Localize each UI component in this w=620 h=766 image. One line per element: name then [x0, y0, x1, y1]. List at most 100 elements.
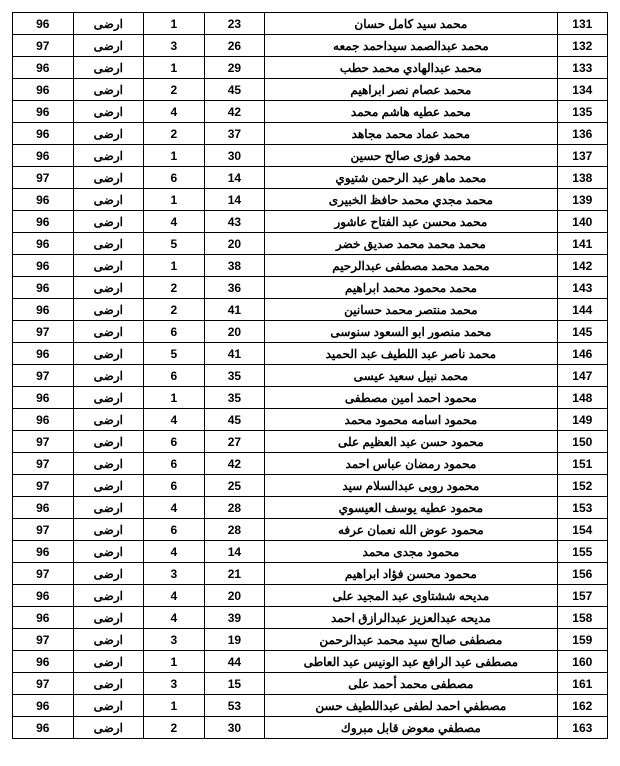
- table-row: 131محمد سيد كامل حسان231ارضى96: [13, 13, 608, 35]
- cell-v2: 6: [144, 431, 205, 453]
- cell-index: 137: [557, 145, 607, 167]
- cell-v2: 3: [144, 35, 205, 57]
- cell-v2: 4: [144, 497, 205, 519]
- cell-v3: 97: [13, 475, 74, 497]
- cell-name: مصطفي معوض قابل مبروك: [265, 717, 557, 739]
- cell-index: 138: [557, 167, 607, 189]
- cell-floor: ارضى: [73, 497, 144, 519]
- cell-name: محمد محمد محمد صديق خضر: [265, 233, 557, 255]
- cell-v1: 14: [204, 189, 265, 211]
- cell-index: 144: [557, 299, 607, 321]
- table-row: 153محمود عطيه يوسف العيسوي284ارضى96: [13, 497, 608, 519]
- cell-index: 156: [557, 563, 607, 585]
- cell-floor: ارضى: [73, 475, 144, 497]
- cell-v3: 96: [13, 409, 74, 431]
- cell-v2: 1: [144, 255, 205, 277]
- cell-v2: 1: [144, 651, 205, 673]
- cell-index: 131: [557, 13, 607, 35]
- cell-v1: 23: [204, 13, 265, 35]
- cell-v2: 3: [144, 673, 205, 695]
- cell-v1: 35: [204, 365, 265, 387]
- cell-floor: ارضى: [73, 695, 144, 717]
- cell-floor: ارضى: [73, 145, 144, 167]
- cell-floor: ارضى: [73, 563, 144, 585]
- cell-v3: 96: [13, 101, 74, 123]
- table-row: 148محمود احمد امين مصطفى351ارضى96: [13, 387, 608, 409]
- cell-name: محمد منصور ابو السعود سنوسى: [265, 321, 557, 343]
- cell-v3: 96: [13, 123, 74, 145]
- cell-v2: 1: [144, 189, 205, 211]
- cell-v3: 96: [13, 585, 74, 607]
- cell-floor: ارضى: [73, 277, 144, 299]
- table-row: 155محمود مجدى محمد144ارضى96: [13, 541, 608, 563]
- table-row: 152محمود روبى عبدالسلام سيد256ارضى97: [13, 475, 608, 497]
- cell-index: 135: [557, 101, 607, 123]
- cell-v1: 42: [204, 453, 265, 475]
- cell-v2: 3: [144, 563, 205, 585]
- cell-index: 159: [557, 629, 607, 651]
- cell-floor: ارضى: [73, 365, 144, 387]
- cell-index: 141: [557, 233, 607, 255]
- cell-v3: 97: [13, 365, 74, 387]
- cell-v3: 97: [13, 167, 74, 189]
- cell-name: مديحه عبدالعزيز عبدالرازق احمد: [265, 607, 557, 629]
- cell-floor: ارضى: [73, 299, 144, 321]
- cell-v1: 20: [204, 585, 265, 607]
- cell-name: محمود اسامه محمود محمد: [265, 409, 557, 431]
- cell-v1: 38: [204, 255, 265, 277]
- cell-floor: ارضى: [73, 321, 144, 343]
- cell-v2: 6: [144, 321, 205, 343]
- cell-v3: 96: [13, 607, 74, 629]
- cell-name: محمد نبيل سعيد عيسى: [265, 365, 557, 387]
- table-row: 160مصطفى عبد الرافع عبد الونيس عبد العاط…: [13, 651, 608, 673]
- cell-v3: 97: [13, 629, 74, 651]
- cell-name: محمود روبى عبدالسلام سيد: [265, 475, 557, 497]
- cell-floor: ارضى: [73, 585, 144, 607]
- cell-v3: 97: [13, 519, 74, 541]
- table-row: 157مديحه ششتاوى عبد المجيد على204ارضى96: [13, 585, 608, 607]
- cell-v1: 21: [204, 563, 265, 585]
- cell-v3: 96: [13, 497, 74, 519]
- cell-v1: 26: [204, 35, 265, 57]
- cell-index: 133: [557, 57, 607, 79]
- cell-v2: 5: [144, 343, 205, 365]
- cell-index: 132: [557, 35, 607, 57]
- cell-floor: ارضى: [73, 123, 144, 145]
- cell-name: محمود حسن عبد العظيم على: [265, 431, 557, 453]
- cell-v3: 96: [13, 189, 74, 211]
- cell-floor: ارضى: [73, 13, 144, 35]
- cell-index: 152: [557, 475, 607, 497]
- cell-index: 145: [557, 321, 607, 343]
- cell-v3: 96: [13, 13, 74, 35]
- cell-v3: 96: [13, 57, 74, 79]
- cell-v2: 1: [144, 57, 205, 79]
- cell-v2: 2: [144, 123, 205, 145]
- cell-v1: 35: [204, 387, 265, 409]
- table-row: 140محمد محسن عبد الفتاح عاشور434ارضى96: [13, 211, 608, 233]
- cell-index: 142: [557, 255, 607, 277]
- cell-v2: 6: [144, 453, 205, 475]
- cell-index: 162: [557, 695, 607, 717]
- cell-floor: ارضى: [73, 57, 144, 79]
- cell-v1: 43: [204, 211, 265, 233]
- cell-index: 146: [557, 343, 607, 365]
- cell-v2: 2: [144, 277, 205, 299]
- cell-v2: 6: [144, 167, 205, 189]
- cell-v2: 1: [144, 13, 205, 35]
- cell-index: 157: [557, 585, 607, 607]
- cell-v2: 2: [144, 299, 205, 321]
- cell-index: 149: [557, 409, 607, 431]
- table-row: 135محمد عطيه هاشم محمد424ارضى96: [13, 101, 608, 123]
- cell-v3: 96: [13, 233, 74, 255]
- cell-name: محمد عطيه هاشم محمد: [265, 101, 557, 123]
- cell-floor: ارضى: [73, 519, 144, 541]
- cell-v1: 36: [204, 277, 265, 299]
- cell-v2: 2: [144, 79, 205, 101]
- cell-name: محمد ناصر عبد اللطيف عبد الحميد: [265, 343, 557, 365]
- cell-index: 160: [557, 651, 607, 673]
- cell-name: محمد عصام نصر ابراهيم: [265, 79, 557, 101]
- table-row: 163مصطفي معوض قابل مبروك302ارضى96: [13, 717, 608, 739]
- cell-v3: 96: [13, 79, 74, 101]
- cell-v2: 4: [144, 101, 205, 123]
- table-row: 137محمد فوزى صالح حسين301ارضى96: [13, 145, 608, 167]
